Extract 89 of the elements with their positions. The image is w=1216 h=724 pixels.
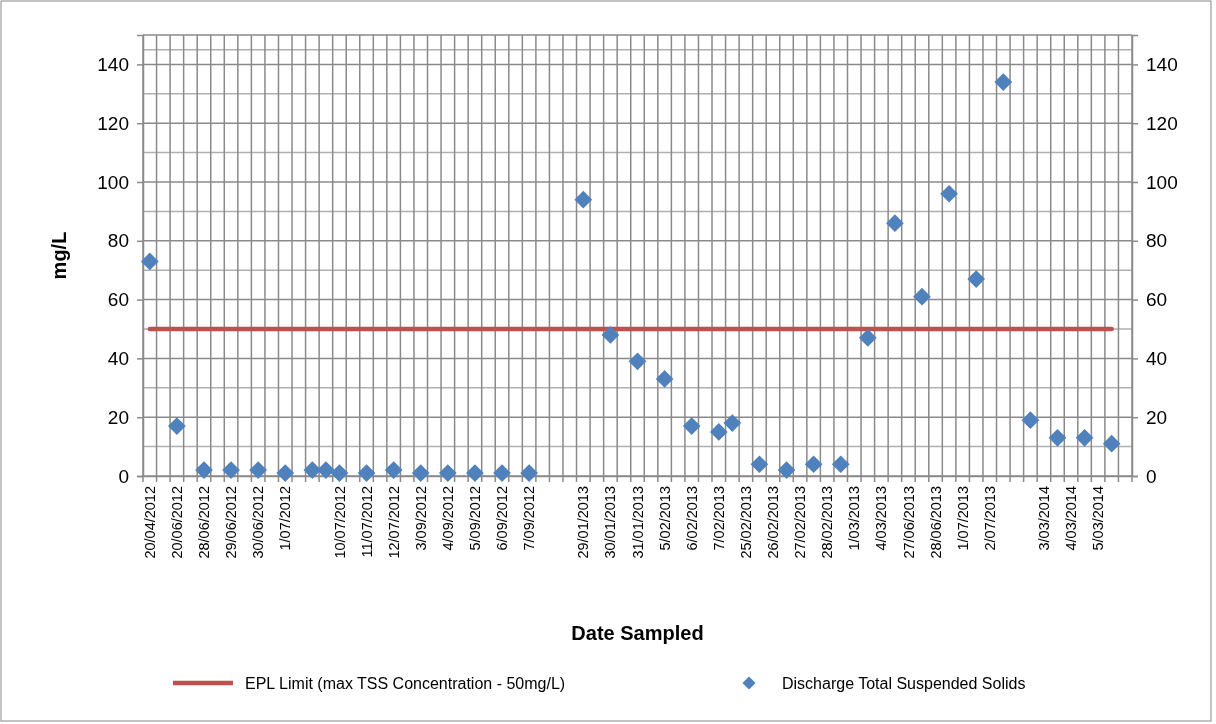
x-tick-label: 28/02/2013	[819, 486, 836, 559]
point	[317, 461, 335, 479]
point	[750, 455, 769, 474]
x-tick-label: 28/06/2013	[927, 486, 944, 559]
x-tick-label: 28/06/2012	[196, 486, 213, 559]
point	[804, 455, 823, 474]
x-tick-label: 30/06/2012	[250, 486, 267, 559]
x-tick-label: 6/02/2013	[683, 486, 700, 551]
point	[723, 414, 742, 432]
point	[967, 270, 986, 288]
x-tick-label: 7/09/2012	[521, 486, 538, 551]
point	[140, 252, 159, 271]
point	[1102, 434, 1121, 453]
point	[655, 370, 674, 388]
y2-tick-label: 60	[1146, 289, 1168, 311]
x-axis-title: Date Sampled	[571, 622, 704, 644]
point	[466, 464, 484, 482]
x-tick-label: 5/03/2014	[1090, 486, 1107, 551]
x-tick-label: 29/01/2013	[575, 486, 592, 559]
x-tick-label: 5/09/2012	[467, 486, 483, 551]
x-tick-label: 4/03/2014	[1063, 486, 1080, 551]
x-tick-label: 3/09/2012	[412, 486, 429, 551]
x-tick-label: 1/07/2013	[954, 486, 971, 551]
point	[777, 461, 796, 479]
y-tick-label: 60	[107, 289, 129, 311]
y-tick-label: 0	[118, 465, 129, 487]
x-tick-label: 3/03/2014	[1036, 486, 1053, 551]
x-tick-label: 6/09/2012	[494, 486, 511, 551]
point	[493, 464, 511, 482]
x-tick-label: 5/02/2013	[656, 486, 673, 551]
x-tick-label: 11/07/2012	[358, 486, 375, 558]
y-tick-label: 20	[107, 406, 129, 428]
point	[574, 190, 593, 209]
legend-label: EPL Limit (max TSS Concentration - 50mg/L)	[245, 674, 566, 692]
point	[1048, 428, 1067, 447]
x-tick-label: 4/09/2012	[439, 486, 456, 551]
x-tick-label: 29/06/2012	[223, 486, 240, 559]
y-tick-label: 80	[107, 230, 129, 252]
point	[831, 455, 850, 474]
x-tick-label: 25/02/2013	[737, 486, 754, 559]
point	[886, 214, 904, 233]
point	[1021, 411, 1040, 429]
legend-label: Discharge Total Suspended Solids	[782, 674, 1026, 692]
y-tick-label: 140	[97, 53, 129, 75]
point	[628, 352, 647, 371]
point	[330, 464, 349, 482]
y-tick-label: 40	[107, 347, 129, 369]
x-tick-label: 20/06/2012	[168, 486, 185, 559]
y2-tick-label: 80	[1146, 230, 1168, 252]
point	[438, 464, 457, 482]
y-axis-title: mg/L	[48, 231, 70, 280]
point	[276, 464, 295, 482]
x-tick-label: 30/01/2013	[602, 486, 619, 559]
x-tick-label: 12/07/2012	[385, 486, 402, 559]
point	[357, 464, 376, 482]
point	[249, 461, 268, 479]
point	[858, 328, 877, 347]
point	[222, 461, 240, 479]
point	[994, 73, 1013, 91]
point	[709, 423, 728, 441]
x-tick-label: 27/02/2013	[792, 486, 809, 559]
point	[520, 464, 538, 482]
x-tick-label: 7/02/2013	[710, 486, 727, 551]
x-tick-label: 1/03/2013	[846, 486, 863, 551]
x-tick-label: 27/06/2013	[900, 486, 917, 559]
y-tick-label: 100	[97, 171, 129, 193]
point	[913, 287, 931, 306]
x-tick-label: 4/03/2013	[873, 486, 890, 551]
y2-tick-label: 0	[1146, 465, 1157, 487]
point	[1075, 428, 1094, 447]
y-tick-label: 120	[97, 112, 129, 134]
point	[384, 461, 403, 479]
x-tick-label: 26/02/2013	[765, 486, 782, 559]
point	[195, 461, 213, 479]
x-tick-label: 2/07/2013	[981, 486, 998, 551]
y2-tick-label: 120	[1146, 112, 1178, 134]
x-tick-label: 31/01/2013	[629, 486, 646, 559]
point	[168, 417, 186, 435]
y2-tick-label: 40	[1146, 347, 1168, 369]
y2-tick-label: 140	[1146, 53, 1178, 75]
point	[682, 417, 701, 435]
y2-tick-label: 100	[1146, 171, 1178, 193]
x-tick-label: 10/07/2012	[331, 486, 348, 559]
point	[601, 326, 620, 344]
x-tick-label: 20/04/2012	[141, 486, 158, 559]
x-tick-label: 1/07/2012	[277, 486, 294, 551]
point	[411, 464, 430, 482]
point	[940, 184, 958, 203]
y2-tick-label: 20	[1146, 406, 1168, 428]
